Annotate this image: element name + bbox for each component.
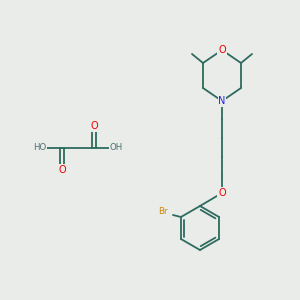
Text: OH: OH xyxy=(110,143,123,152)
Text: O: O xyxy=(218,45,226,55)
Text: O: O xyxy=(218,188,226,198)
Text: N: N xyxy=(218,96,226,106)
Text: O: O xyxy=(58,165,66,175)
Text: HO: HO xyxy=(33,143,46,152)
Text: O: O xyxy=(90,121,98,131)
Text: Br: Br xyxy=(158,208,168,217)
